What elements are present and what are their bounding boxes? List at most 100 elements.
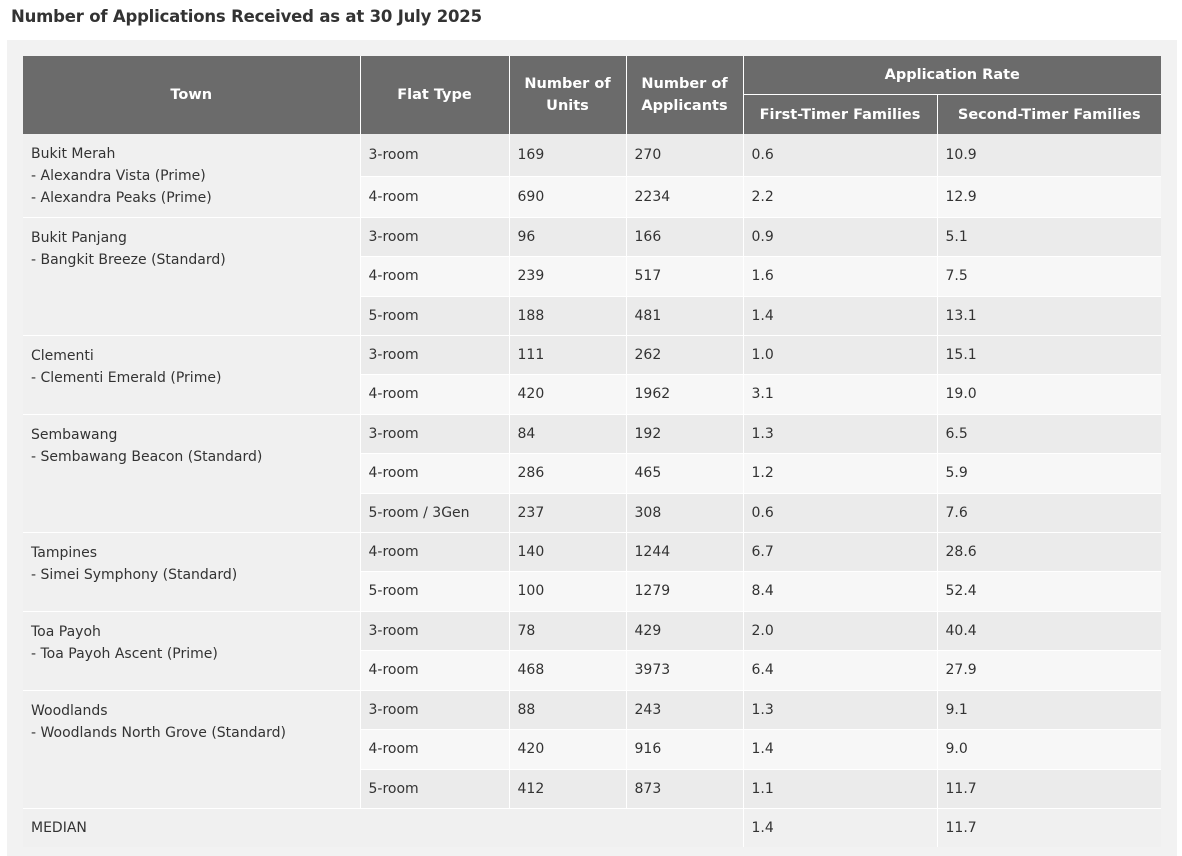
header-flat-type: Flat Type [360,56,510,134]
town-cell: Woodlands - Woodlands North Grove (Standa… [23,690,361,809]
town-name: Woodlands [31,702,108,719]
second-timer-rate-cell: 6.5 [937,414,1162,454]
first-timer-rate-cell: 1.4 [743,729,938,770]
table-row: Sembawang - Sembawang Beacon (Standard) 3-… [23,414,1162,533]
town-name: Toa Payoh [31,623,101,640]
flat-type-cell: 5-room [360,571,510,612]
flat-type-cell: 5-room [360,296,510,336]
flat-type-cell: 4-room [360,650,510,691]
header-first-timer: First-Timer Families [743,94,938,134]
header-town: Town [23,56,361,134]
first-timer-rate-cell: 1.3 [743,414,938,454]
table-row: 5-room 100 1279 8.4 52.4 [23,571,1162,612]
applicants-cell: 166 [626,217,744,257]
table-row: Bukit Panjang - Bangkit Breeze (Standard)… [23,217,1162,336]
second-timer-rate-cell: 12.9 [937,176,1162,218]
flat-type-cell: 4-room [360,176,510,218]
flat-type-cell: 4-room [360,453,510,494]
second-timer-rate-cell: 11.7 [937,769,1162,809]
town-name: Bukit Panjang [31,229,127,246]
project-name: - Simei Symphony (Standard) [31,566,238,583]
units-cell: 412 [509,769,627,809]
second-timer-rate-cell: 27.9 [937,650,1162,691]
units-cell: 690 [509,176,627,218]
applicants-cell: 1962 [626,374,744,415]
flat-type-cell: 3-room [360,414,510,454]
units-cell: 111 [509,335,627,375]
applicants-cell: 243 [626,690,744,730]
first-timer-rate-cell: 3.1 [743,374,938,415]
applicants-cell: 2234 [626,176,744,218]
median-first-timer-rate: 1.4 [743,808,938,847]
table-row: Woodlands - Woodlands North Grove (Standa… [23,690,1162,809]
first-timer-rate-cell: 2.0 [743,611,938,651]
header-applicants: Number of Applicants [626,56,744,134]
units-cell: 188 [509,296,627,336]
flat-type-cell: 3-room [360,217,510,257]
second-timer-rate-cell: 7.5 [937,256,1162,297]
header-units: Number of Units [509,56,627,134]
table-row: 5-room 412 873 1.1 11.7 [23,769,1162,809]
project-name: - Woodlands North Grove (Standard) [31,724,286,741]
header-application-rate: Application Rate [743,56,1162,95]
applicants-cell: 3973 [626,650,744,691]
units-cell: 420 [509,729,627,770]
units-cell: 88 [509,690,627,730]
second-timer-rate-cell: 5.1 [937,217,1162,257]
second-timer-rate-cell: 13.1 [937,296,1162,336]
flat-type-cell: 4-room [360,374,510,415]
second-timer-rate-cell: 52.4 [937,571,1162,612]
second-timer-rate-cell: 7.6 [937,493,1162,533]
flat-type-cell: 3-room [360,335,510,375]
median-label: MEDIAN [23,808,744,847]
units-cell: 237 [509,493,627,533]
town-cell: Toa Payoh - Toa Payoh Ascent (Prime) [23,611,361,691]
flat-type-cell: 5-room / 3Gen [360,493,510,533]
first-timer-rate-cell: 0.6 [743,493,938,533]
units-cell: 239 [509,256,627,297]
table-row: Toa Payoh - Toa Payoh Ascent (Prime) 3-roo… [23,611,1162,691]
flat-type-cell: 3-room [360,134,510,177]
units-cell: 468 [509,650,627,691]
first-timer-rate-cell: 1.6 [743,256,938,297]
median-second-timer-rate: 11.7 [937,808,1162,847]
first-timer-rate-cell: 6.4 [743,650,938,691]
header-second-timer: Second-Timer Families [937,94,1162,134]
second-timer-rate-cell: 5.9 [937,453,1162,494]
second-timer-rate-cell: 15.1 [937,335,1162,375]
applicants-cell: 192 [626,414,744,454]
second-timer-rate-cell: 9.0 [937,729,1162,770]
units-cell: 84 [509,414,627,454]
second-timer-rate-cell: 19.0 [937,374,1162,415]
town-cell: Clementi - Clementi Emerald (Prime) [23,335,361,415]
applicants-cell: 873 [626,769,744,809]
town-cell: Sembawang - Sembawang Beacon (Standard) [23,414,361,533]
first-timer-rate-cell: 1.3 [743,690,938,730]
second-timer-rate-cell: 10.9 [937,134,1162,177]
flat-type-cell: 3-room [360,690,510,730]
first-timer-rate-cell: 8.4 [743,571,938,612]
applicants-cell: 1279 [626,571,744,612]
second-timer-rate-cell: 28.6 [937,532,1162,572]
project-name: - Sembawang Beacon (Standard) [31,448,263,465]
table-row: Tampines - Simei Symphony (Standard) 4-roo… [23,532,1162,612]
table-row: 4-room 468 3973 6.4 27.9 [23,650,1162,691]
applicants-cell: 465 [626,453,744,494]
project-name: - Toa Payoh Ascent (Prime) [31,645,218,662]
table-row: 5-room 188 481 1.4 13.1 [23,296,1162,336]
town-cell: Tampines - Simei Symphony (Standard) [23,532,361,612]
flat-type-cell: 3-room [360,611,510,651]
table-row: 4-room 690 2234 2.2 12.9 [23,176,1162,218]
flat-type-cell: 4-room [360,256,510,297]
page-title: Number of Applications Received as at 30… [11,7,482,26]
applicants-cell: 1244 [626,532,744,572]
applicants-cell: 429 [626,611,744,651]
applicants-cell: 270 [626,134,744,177]
first-timer-rate-cell: 0.6 [743,134,938,177]
project-name: - Bangkit Breeze (Standard) [31,251,226,268]
table-row: 4-room 420 916 1.4 9.0 [23,729,1162,770]
first-timer-rate-cell: 6.7 [743,532,938,572]
table-row: Clementi - Clementi Emerald (Prime) 3-room… [23,335,1162,415]
table-row: 4-room 286 465 1.2 5.9 [23,453,1162,494]
units-cell: 140 [509,532,627,572]
